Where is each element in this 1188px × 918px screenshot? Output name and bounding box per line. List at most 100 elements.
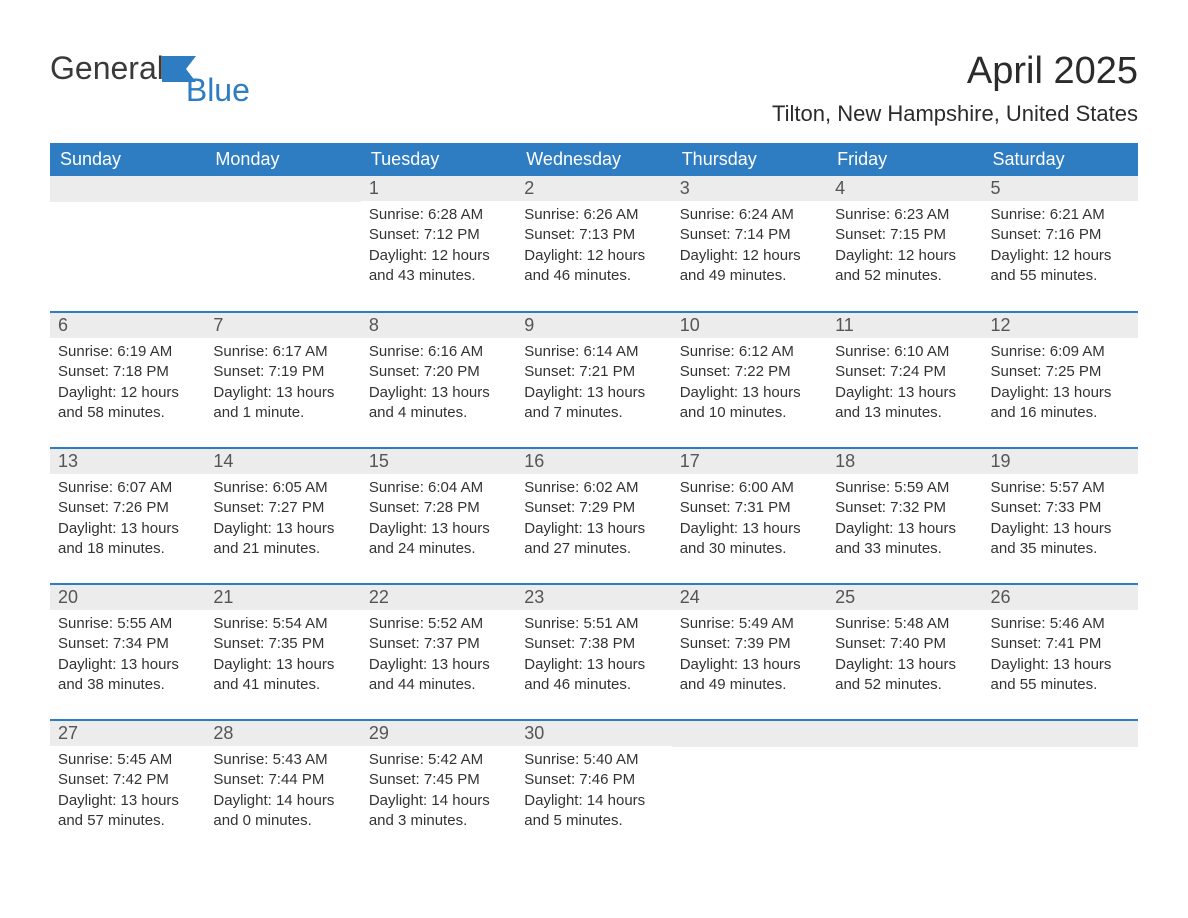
day-content: Sunrise: 6:04 AMSunset: 7:28 PMDaylight:…	[361, 474, 516, 567]
day-number: 7	[205, 313, 360, 338]
logo-text-general: General	[50, 50, 164, 87]
day-number: 2	[516, 176, 671, 201]
day-header: Wednesday	[516, 143, 671, 176]
calendar-cell: 30Sunrise: 5:40 AMSunset: 7:46 PMDayligh…	[516, 720, 671, 856]
day-number	[827, 721, 982, 747]
day-content: Sunrise: 5:48 AMSunset: 7:40 PMDaylight:…	[827, 610, 982, 703]
calendar-cell: 20Sunrise: 5:55 AMSunset: 7:34 PMDayligh…	[50, 584, 205, 720]
day-number: 11	[827, 313, 982, 338]
day-number	[672, 721, 827, 747]
day-number: 30	[516, 721, 671, 746]
day-header: Saturday	[983, 143, 1138, 176]
day-content: Sunrise: 5:42 AMSunset: 7:45 PMDaylight:…	[361, 746, 516, 839]
calendar-cell: 27Sunrise: 5:45 AMSunset: 7:42 PMDayligh…	[50, 720, 205, 856]
day-content: Sunrise: 6:12 AMSunset: 7:22 PMDaylight:…	[672, 338, 827, 431]
calendar-cell: 1Sunrise: 6:28 AMSunset: 7:12 PMDaylight…	[361, 176, 516, 312]
day-content: Sunrise: 5:43 AMSunset: 7:44 PMDaylight:…	[205, 746, 360, 839]
day-number: 18	[827, 449, 982, 474]
day-content: Sunrise: 6:26 AMSunset: 7:13 PMDaylight:…	[516, 201, 671, 294]
day-header: Thursday	[672, 143, 827, 176]
day-header: Monday	[205, 143, 360, 176]
page-title: April 2025	[967, 50, 1138, 93]
calendar-cell: 19Sunrise: 5:57 AMSunset: 7:33 PMDayligh…	[983, 448, 1138, 584]
day-content: Sunrise: 5:55 AMSunset: 7:34 PMDaylight:…	[50, 610, 205, 703]
day-content: Sunrise: 5:51 AMSunset: 7:38 PMDaylight:…	[516, 610, 671, 703]
calendar-cell	[50, 176, 205, 312]
day-header-row: SundayMondayTuesdayWednesdayThursdayFrid…	[50, 143, 1138, 176]
day-content: Sunrise: 6:05 AMSunset: 7:27 PMDaylight:…	[205, 474, 360, 567]
calendar-cell: 16Sunrise: 6:02 AMSunset: 7:29 PMDayligh…	[516, 448, 671, 584]
day-content: Sunrise: 5:54 AMSunset: 7:35 PMDaylight:…	[205, 610, 360, 703]
calendar-cell: 6Sunrise: 6:19 AMSunset: 7:18 PMDaylight…	[50, 312, 205, 448]
day-content	[983, 747, 1138, 759]
day-content: Sunrise: 6:00 AMSunset: 7:31 PMDaylight:…	[672, 474, 827, 567]
calendar-cell: 2Sunrise: 6:26 AMSunset: 7:13 PMDaylight…	[516, 176, 671, 312]
calendar-week: 13Sunrise: 6:07 AMSunset: 7:26 PMDayligh…	[50, 448, 1138, 584]
day-number: 1	[361, 176, 516, 201]
calendar-cell: 10Sunrise: 6:12 AMSunset: 7:22 PMDayligh…	[672, 312, 827, 448]
day-number: 6	[50, 313, 205, 338]
calendar-cell: 21Sunrise: 5:54 AMSunset: 7:35 PMDayligh…	[205, 584, 360, 720]
day-number: 8	[361, 313, 516, 338]
calendar-cell: 26Sunrise: 5:46 AMSunset: 7:41 PMDayligh…	[983, 584, 1138, 720]
day-number: 21	[205, 585, 360, 610]
day-content: Sunrise: 6:07 AMSunset: 7:26 PMDaylight:…	[50, 474, 205, 567]
calendar-cell	[205, 176, 360, 312]
calendar-cell: 24Sunrise: 5:49 AMSunset: 7:39 PMDayligh…	[672, 584, 827, 720]
logo: General Blue	[50, 50, 262, 87]
day-number: 24	[672, 585, 827, 610]
day-content: Sunrise: 5:57 AMSunset: 7:33 PMDaylight:…	[983, 474, 1138, 567]
day-number	[50, 176, 205, 202]
day-number: 15	[361, 449, 516, 474]
day-content: Sunrise: 6:24 AMSunset: 7:14 PMDaylight:…	[672, 201, 827, 294]
calendar-week: 27Sunrise: 5:45 AMSunset: 7:42 PMDayligh…	[50, 720, 1138, 856]
day-number: 13	[50, 449, 205, 474]
day-number: 22	[361, 585, 516, 610]
day-content: Sunrise: 6:17 AMSunset: 7:19 PMDaylight:…	[205, 338, 360, 431]
day-content	[50, 202, 205, 214]
logo-text-blue: Blue	[186, 72, 250, 109]
calendar-cell: 13Sunrise: 6:07 AMSunset: 7:26 PMDayligh…	[50, 448, 205, 584]
calendar-week: 1Sunrise: 6:28 AMSunset: 7:12 PMDaylight…	[50, 176, 1138, 312]
calendar-cell: 11Sunrise: 6:10 AMSunset: 7:24 PMDayligh…	[827, 312, 982, 448]
calendar-cell: 14Sunrise: 6:05 AMSunset: 7:27 PMDayligh…	[205, 448, 360, 584]
day-number: 4	[827, 176, 982, 201]
day-content: Sunrise: 6:21 AMSunset: 7:16 PMDaylight:…	[983, 201, 1138, 294]
day-content: Sunrise: 6:09 AMSunset: 7:25 PMDaylight:…	[983, 338, 1138, 431]
calendar-cell: 23Sunrise: 5:51 AMSunset: 7:38 PMDayligh…	[516, 584, 671, 720]
calendar-cell: 5Sunrise: 6:21 AMSunset: 7:16 PMDaylight…	[983, 176, 1138, 312]
day-number: 3	[672, 176, 827, 201]
calendar-cell: 7Sunrise: 6:17 AMSunset: 7:19 PMDaylight…	[205, 312, 360, 448]
calendar-cell: 15Sunrise: 6:04 AMSunset: 7:28 PMDayligh…	[361, 448, 516, 584]
day-content: Sunrise: 5:59 AMSunset: 7:32 PMDaylight:…	[827, 474, 982, 567]
day-content: Sunrise: 6:19 AMSunset: 7:18 PMDaylight:…	[50, 338, 205, 431]
day-content: Sunrise: 5:52 AMSunset: 7:37 PMDaylight:…	[361, 610, 516, 703]
day-number	[983, 721, 1138, 747]
calendar-cell: 9Sunrise: 6:14 AMSunset: 7:21 PMDaylight…	[516, 312, 671, 448]
day-number: 10	[672, 313, 827, 338]
calendar-cell	[983, 720, 1138, 856]
day-number: 25	[827, 585, 982, 610]
day-number: 19	[983, 449, 1138, 474]
calendar-cell: 18Sunrise: 5:59 AMSunset: 7:32 PMDayligh…	[827, 448, 982, 584]
day-number: 5	[983, 176, 1138, 201]
day-header: Sunday	[50, 143, 205, 176]
day-number: 9	[516, 313, 671, 338]
calendar-cell	[672, 720, 827, 856]
day-content	[205, 202, 360, 214]
day-content: Sunrise: 6:10 AMSunset: 7:24 PMDaylight:…	[827, 338, 982, 431]
day-content	[672, 747, 827, 759]
day-number: 16	[516, 449, 671, 474]
day-header: Tuesday	[361, 143, 516, 176]
day-number: 26	[983, 585, 1138, 610]
day-number: 23	[516, 585, 671, 610]
day-number: 27	[50, 721, 205, 746]
calendar-cell	[827, 720, 982, 856]
calendar-week: 6Sunrise: 6:19 AMSunset: 7:18 PMDaylight…	[50, 312, 1138, 448]
day-content	[827, 747, 982, 759]
day-content: Sunrise: 6:16 AMSunset: 7:20 PMDaylight:…	[361, 338, 516, 431]
calendar-cell: 12Sunrise: 6:09 AMSunset: 7:25 PMDayligh…	[983, 312, 1138, 448]
day-number: 14	[205, 449, 360, 474]
day-number: 29	[361, 721, 516, 746]
calendar-cell: 3Sunrise: 6:24 AMSunset: 7:14 PMDaylight…	[672, 176, 827, 312]
